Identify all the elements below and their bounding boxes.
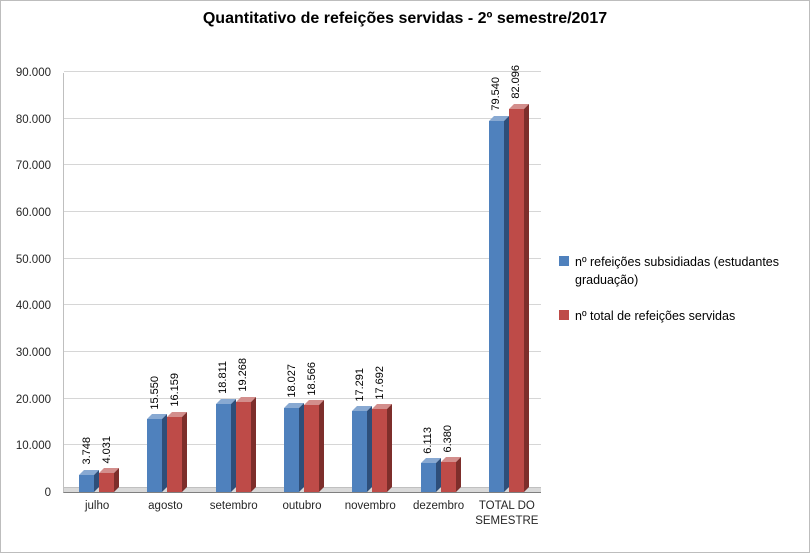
y-tick-label: 30.000 xyxy=(15,347,51,359)
bar-subsidiadas: 3.748 xyxy=(79,437,100,492)
x-tick-label: dezembro xyxy=(412,500,465,512)
bar-value-label: 17.692 xyxy=(373,365,386,400)
gridline xyxy=(64,304,541,306)
bar-subsidiadas: 18.811 xyxy=(215,361,236,492)
y-tick-label: 60.000 xyxy=(15,207,51,219)
bar-value-label: 18.811 xyxy=(217,361,230,395)
bar-side-face xyxy=(523,103,529,492)
y-tick-label: 20.000 xyxy=(15,393,51,406)
bar-value-label: 3.748 xyxy=(80,436,93,465)
x-tick-label: novembro xyxy=(344,500,396,512)
y-tick-label: 90.000 xyxy=(15,67,51,79)
bar-value-label: 82.096 xyxy=(510,65,523,99)
bar-subsidiadas: 79.540 xyxy=(488,77,509,492)
x-axis-labels: julho agosto setembro outubro novembro dezemb… xyxy=(63,499,541,529)
bar-subsidiadas: 6.113 xyxy=(420,427,441,492)
bar-total: 18.566 xyxy=(304,362,324,492)
bar-side-face xyxy=(319,400,324,492)
x-tick-label: setembro xyxy=(209,500,258,512)
y-tick-label: 80.000 xyxy=(15,113,51,126)
bar-total: 4.031 xyxy=(99,436,120,492)
y-tick-label: 10.000 xyxy=(15,440,51,453)
bar-side-face xyxy=(182,411,188,492)
legend-item: nº refeições subsidiadas (estudantes gra… xyxy=(559,253,801,289)
bar-subsidiadas: 15.550 xyxy=(147,376,168,492)
bar-side-face xyxy=(250,397,256,492)
chart-title: Quantitativo de refeições servidas - 2º … xyxy=(202,10,608,27)
gridline xyxy=(64,71,541,72)
bar-value-label: 4.031 xyxy=(100,435,113,464)
legend-label: nº total de refeições servidas xyxy=(575,309,736,324)
bar-total: 6.380 xyxy=(440,425,461,492)
y-tick-label: 50.000 xyxy=(15,253,51,266)
bar-value-label: 6.380 xyxy=(442,424,455,453)
bar-subsidiadas: 17.291 xyxy=(352,368,373,492)
plot-area: 3.748 4.031 15.550 16.159 18.811 19.268 18.027… xyxy=(63,65,541,493)
bar-total: 16.159 xyxy=(167,373,188,492)
bar-value-label: 17.291 xyxy=(353,367,366,402)
x-tick-label: TOTAL DO SEMESTRE xyxy=(475,500,539,527)
y-tick-label: 70.000 xyxy=(15,160,51,173)
bar-value-label: 16.159 xyxy=(168,372,181,407)
legend-swatch xyxy=(559,310,569,321)
bar-total: 17.692 xyxy=(372,366,393,492)
legend-item: nº total de refeições servidas xyxy=(559,307,801,325)
gridline xyxy=(64,211,541,212)
bar-value-label: 18.566 xyxy=(305,361,318,396)
bar-subsidiadas: 18.027 xyxy=(284,364,304,492)
bar-value-label: 79.540 xyxy=(490,77,503,111)
bar-total: 82.096 xyxy=(508,65,529,492)
bar-value-label: 6.113 xyxy=(422,426,435,454)
legend: nº refeições subsidiadas (estudantes gra… xyxy=(559,253,801,343)
bar-value-label: 15.550 xyxy=(148,375,161,410)
gridline xyxy=(64,257,541,259)
x-tick-label: outubro xyxy=(282,500,322,512)
bar-value-label: 18.027 xyxy=(285,364,298,398)
gridline xyxy=(64,117,541,119)
x-tick-label: julho xyxy=(84,500,110,512)
bar-total: 19.268 xyxy=(235,358,256,492)
legend-swatch xyxy=(559,256,569,266)
legend-label: nº refeições subsidiadas (estudantes gra… xyxy=(575,255,779,288)
y-axis-labels: 0 10.000 20.000 30.000 40.000 50.000 60.000 70.… xyxy=(1,67,57,499)
x-tick-label: agosto xyxy=(148,500,183,512)
y-tick-label: 0 xyxy=(44,487,51,499)
bar-side-face xyxy=(455,457,461,492)
y-tick-label: 40.000 xyxy=(15,300,51,313)
gridline xyxy=(64,164,541,166)
gridline xyxy=(64,397,541,399)
gridline xyxy=(64,351,541,352)
bar-value-label: 19.268 xyxy=(237,358,250,393)
bar-side-face xyxy=(387,404,393,492)
